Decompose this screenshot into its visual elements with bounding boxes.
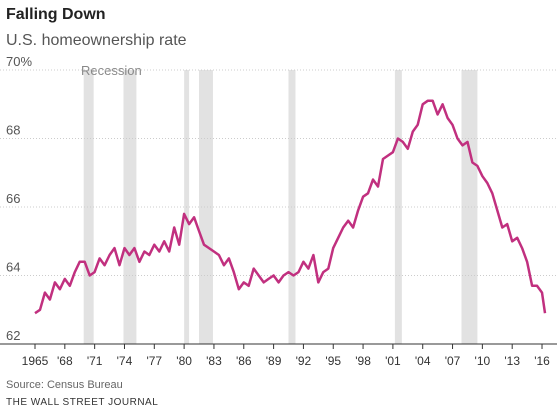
chart-title: Falling Down [6, 6, 106, 23]
chart-subtitle: U.S. homeownership rate [6, 32, 187, 49]
y-tick-label: 62 [6, 328, 20, 343]
x-tick-label: '83 [206, 354, 222, 368]
x-tick-label: '16 [534, 354, 550, 368]
recession-band [394, 70, 402, 344]
x-tick-label: '92 [296, 354, 312, 368]
x-tick-label: '01 [385, 354, 401, 368]
x-tick-label: '80 [176, 354, 192, 368]
x-tick-label: 1965 [22, 354, 49, 368]
x-tick-label: '04 [415, 354, 431, 368]
x-tick-label: '13 [504, 354, 520, 368]
x-tick-label: '86 [236, 354, 252, 368]
x-tick-label: '74 [117, 354, 133, 368]
recession-band [83, 70, 94, 344]
x-tick-label: '71 [87, 354, 103, 368]
y-tick-label: 68 [6, 123, 20, 138]
x-tick-label: '10 [475, 354, 491, 368]
x-tick-label: '68 [57, 354, 73, 368]
x-tick-label: '77 [146, 354, 162, 368]
x-tick-label: '07 [445, 354, 461, 368]
x-tick-label: '95 [325, 354, 341, 368]
x-tick-label: '89 [266, 354, 282, 368]
y-tick-label: 66 [6, 191, 20, 206]
recession-band [199, 70, 213, 344]
y-tick-label: 70% [6, 54, 32, 69]
y-tick-label: 64 [6, 260, 20, 275]
x-tick-label: '98 [355, 354, 371, 368]
recession-band [461, 70, 478, 344]
data-line [34, 99, 547, 315]
credit: THE WALL STREET JOURNAL [6, 397, 158, 408]
source: Source: Census Bureau [6, 379, 123, 391]
